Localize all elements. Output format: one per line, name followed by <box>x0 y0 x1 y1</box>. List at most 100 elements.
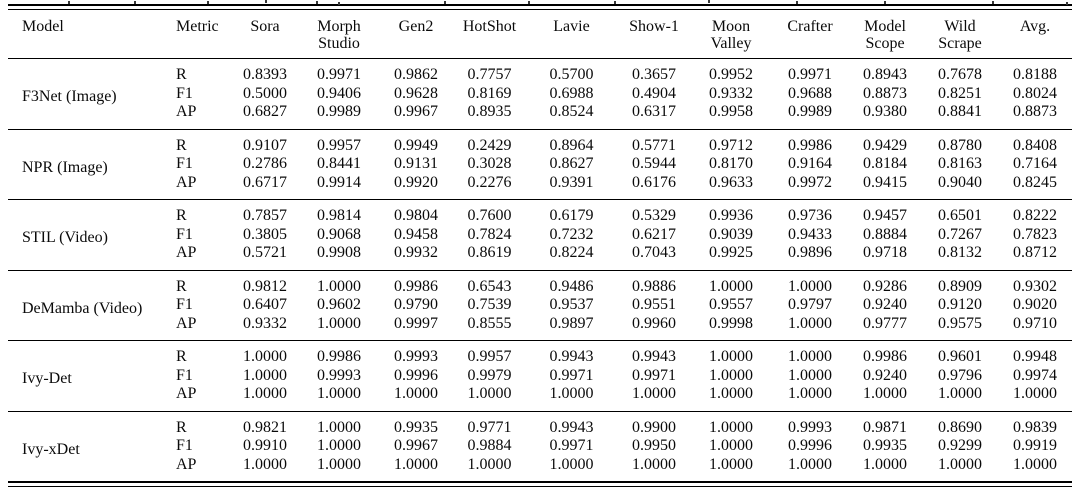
col-header-wild-scrape: Wild Scrape <box>938 18 982 52</box>
cell-value: 0.9884 <box>467 437 512 454</box>
cell-value: 0.7678 <box>938 66 982 83</box>
cell-value: 0.9993 <box>394 348 438 365</box>
cell-value: 0.9986 <box>788 136 832 154</box>
cell-value: 0.8555 <box>467 314 512 332</box>
metric-row-f3net-image-r: F3Net (Image) R 0.8393 0.9971 0.9862 0.7757 0.… <box>8 59 1072 105</box>
cell-value: 0.7857 <box>243 207 287 224</box>
cell-value: 0.8132 <box>938 244 982 261</box>
metric-label: R <box>176 277 187 295</box>
cell-value: 0.9796 <box>938 366 982 384</box>
model-block-f3net-image: F3Net (Image) R 0.8393 0.9971 0.9862 0.7757 0.… <box>8 59 1072 129</box>
col-header-lavie: Lavie <box>553 18 590 35</box>
cell-value: 0.5944 <box>632 155 676 172</box>
bottom-rule-line-1 <box>8 481 1072 483</box>
cell-value: 0.7824 <box>467 225 512 243</box>
metric-row-npr-image-ap: AP 0.6717 0.9914 0.9920 0.2276 0.9391 0.6176 0.… <box>8 174 1072 200</box>
cell-value: 0.5771 <box>632 136 676 154</box>
cell-value: 0.8163 <box>938 155 982 172</box>
cell-value: 0.9919 <box>1013 437 1057 454</box>
cell-value: 0.9862 <box>394 66 438 83</box>
cell-value: 0.9068 <box>317 225 361 243</box>
metric-row-demamba-video-ap: AP 0.9332 1.0000 0.9997 0.8555 0.9897 0.9960 0.… <box>8 315 1072 341</box>
cell-value: 1.0000 <box>632 385 676 402</box>
cell-value: 0.9040 <box>938 173 982 191</box>
col-header-moon-valley: Moon Valley <box>710 18 752 52</box>
cell-value: 0.6501 <box>938 207 982 224</box>
cell-value: 0.6217 <box>632 225 676 243</box>
cell-value: 0.9777 <box>863 314 907 332</box>
cell-value: 0.9537 <box>549 296 594 313</box>
model-name: Ivy-xDet <box>22 440 80 458</box>
metric-label: AP <box>176 455 197 473</box>
cell-value: 0.9949 <box>394 136 438 154</box>
cell-value: 0.8964 <box>549 136 594 154</box>
cell-value: 0.9433 <box>788 225 832 243</box>
metric-row-ivy-det-f1: F1 1.0000 0.9993 0.9996 0.9979 0.9971 0.9971 1.… <box>8 367 1072 386</box>
cell-value: 0.9240 <box>863 366 907 384</box>
cell-value: 0.9986 <box>317 348 361 365</box>
cell-value: 0.7823 <box>1013 225 1057 243</box>
cell-value: 0.5329 <box>632 207 676 224</box>
cell-value: 1.0000 <box>788 277 832 295</box>
metric-label: F1 <box>176 296 193 313</box>
metric-row-ivy-xdet-f1: F1 0.9910 1.0000 0.9967 0.9884 0.9971 0.9950 1.… <box>8 437 1072 456</box>
cell-value: 0.8780 <box>938 136 982 154</box>
cell-value: 0.9971 <box>632 366 676 384</box>
cell-value: 0.9993 <box>317 366 361 384</box>
cell-value: 0.9886 <box>632 277 676 295</box>
cell-value: 0.9958 <box>709 103 753 120</box>
cell-value: 0.9932 <box>394 244 438 261</box>
bottom-rule-line-2 <box>8 485 1072 487</box>
cell-value: 0.8712 <box>1013 244 1057 261</box>
cell-value: 0.9989 <box>317 103 361 120</box>
cell-value: 1.0000 <box>317 277 361 295</box>
cell-value: 0.9914 <box>317 173 361 191</box>
metric-label: AP <box>176 314 197 332</box>
cell-value: 0.3805 <box>243 225 287 243</box>
cell-value: 0.9935 <box>863 437 907 454</box>
cell-value: 1.0000 <box>317 455 361 473</box>
cell-value: 1.0000 <box>863 455 907 473</box>
cell-value: 0.9989 <box>788 103 832 120</box>
cell-value: 1.0000 <box>788 348 832 365</box>
metric-row-f3net-image-ap: AP 0.6827 0.9989 0.9967 0.8935 0.8524 0.6317 0.… <box>8 103 1072 129</box>
cell-value: 0.8188 <box>1013 66 1057 83</box>
cell-value: 0.8943 <box>863 66 907 83</box>
cell-value: 0.9908 <box>317 244 361 261</box>
cell-value: 0.6988 <box>549 84 594 102</box>
col-header-sora: Sora <box>250 18 280 35</box>
cell-value: 0.8184 <box>863 155 907 172</box>
cell-value: 0.9332 <box>243 314 287 332</box>
cell-value: 0.9972 <box>788 173 832 191</box>
metric-label: F1 <box>176 437 193 454</box>
results-table: Model Metric Sora Morph Studio Gen2 HotShot La… <box>8 10 1072 481</box>
cell-value: 0.9998 <box>709 314 753 332</box>
cell-value: 1.0000 <box>317 385 361 402</box>
cell-value: 0.9986 <box>394 277 438 295</box>
cell-value: 0.9971 <box>549 366 594 384</box>
metric-label: R <box>176 348 187 365</box>
cell-value: 0.9286 <box>863 277 907 295</box>
metric-row-ivy-det-ap: AP 1.0000 1.0000 1.0000 1.0000 1.0000 1.0000 1.… <box>8 385 1072 411</box>
metric-row-npr-image-r: NPR (Image) R 0.9107 0.9957 0.9949 0.2429 0.89… <box>8 129 1072 176</box>
cell-value: 1.0000 <box>549 455 594 473</box>
cell-value: 1.0000 <box>1013 385 1057 402</box>
cell-value: 0.9814 <box>317 207 361 224</box>
metric-label: R <box>176 207 187 224</box>
cell-value: 0.7757 <box>467 66 512 83</box>
header-row: Model Metric Sora Morph Studio Gen2 HotShot La… <box>8 10 1072 59</box>
cell-value: 0.9936 <box>709 207 753 224</box>
cell-value: 0.9332 <box>709 84 753 102</box>
cell-value: 0.8627 <box>549 155 594 172</box>
cell-value: 1.0000 <box>709 366 753 384</box>
cell-value: 0.5721 <box>243 244 287 261</box>
cell-value: 0.9120 <box>938 296 982 313</box>
cell-value: 0.7539 <box>467 296 512 313</box>
cell-value: 1.0000 <box>467 385 512 402</box>
cell-value: 0.9601 <box>938 348 982 365</box>
cell-value: 1.0000 <box>709 385 753 402</box>
cell-value: 1.0000 <box>788 455 832 473</box>
model-block-demamba-video: DeMamba (Video) R 0.9812 1.0000 0.9986 0.6543… <box>8 270 1072 341</box>
cell-value: 0.9299 <box>938 437 982 454</box>
